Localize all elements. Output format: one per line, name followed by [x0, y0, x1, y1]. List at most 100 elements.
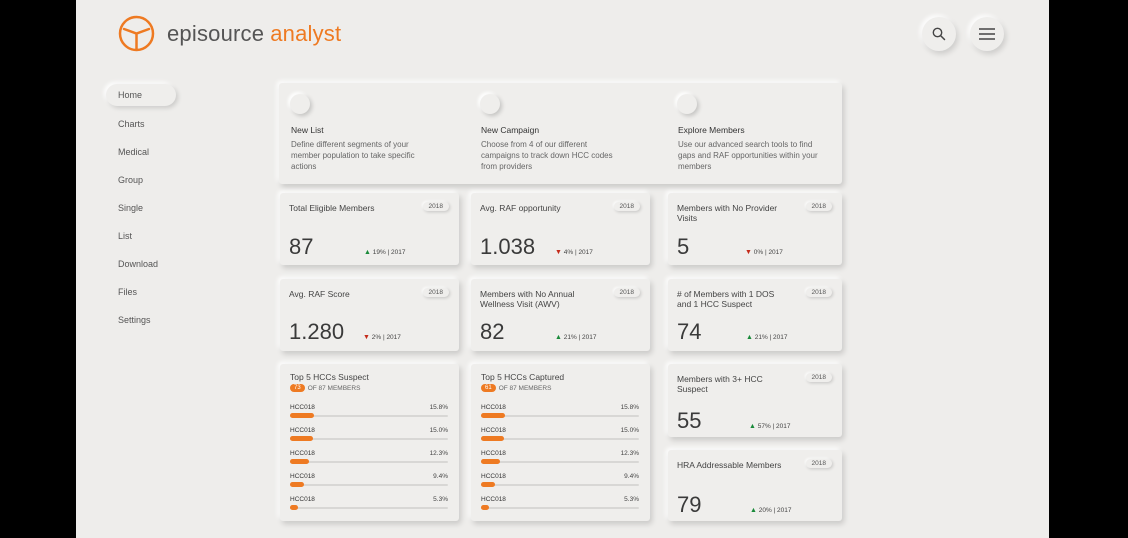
- stat-trend: ▲ 21% | 2017: [746, 334, 788, 341]
- progress-track: [481, 415, 639, 417]
- year-selector[interactable]: 2018: [805, 288, 832, 297]
- hcc-code: HCC018: [290, 427, 315, 434]
- stat-value: 74: [677, 319, 702, 344]
- progress-track: [290, 415, 448, 417]
- hcc-percent: 15.8%: [620, 404, 639, 411]
- hcc-code: HCC018: [481, 473, 506, 480]
- progress-fill: [481, 436, 504, 441]
- stat-value: 5: [677, 234, 690, 259]
- progress-fill: [290, 505, 299, 510]
- card-subtitle: 73 OF 87 MEMBERS: [290, 384, 360, 392]
- stat-value: 55: [677, 408, 702, 433]
- stat-card-one-dos-one-hcc[interactable]: # of Members with 1 DOS and 1 HCC Suspec…: [668, 279, 842, 351]
- stat-value: 79: [677, 492, 702, 517]
- hcc-code: HCC018: [481, 404, 506, 411]
- sidebar-item-settings[interactable]: Settings: [118, 315, 151, 325]
- progress-track: [481, 507, 639, 509]
- radio-icon[interactable]: [677, 94, 697, 114]
- menu-button[interactable]: [970, 17, 1004, 51]
- stat-trend: ▲ 20% | 2017: [750, 507, 792, 514]
- action-title: New Campaign: [481, 125, 540, 135]
- progress-track: [290, 507, 448, 509]
- count-badge: 61: [481, 384, 496, 392]
- hcc-code: HCC018: [481, 496, 506, 503]
- sidebar-item-home[interactable]: Home: [106, 84, 176, 106]
- stat-card-total-eligible[interactable]: Total Eligible Members 2018 87 ▲ 19% | 2…: [280, 193, 459, 265]
- progress-track: [290, 461, 448, 463]
- stat-value: 87: [289, 234, 314, 259]
- sidebar-item-group[interactable]: Group: [118, 175, 144, 185]
- brand-name-part2: analyst: [270, 20, 342, 46]
- stat-trend: ▼ 2% | 2017: [363, 334, 401, 341]
- hamburger-menu-icon: [979, 28, 995, 40]
- progress-fill: [290, 413, 315, 418]
- card-subtitle: 61 OF 87 MEMBERS: [481, 384, 551, 392]
- search-button[interactable]: [922, 17, 956, 51]
- hcc-suspect-card[interactable]: Top 5 HCCs Suspect 73 OF 87 MEMBERS HCC0…: [280, 364, 459, 521]
- card-title: Top 5 HCCs Suspect: [290, 372, 369, 382]
- sidebar-item-download[interactable]: Download: [118, 259, 159, 269]
- hcc-percent: 12.3%: [620, 450, 639, 457]
- year-selector[interactable]: 2018: [805, 202, 832, 211]
- sidebar-item-charts[interactable]: Charts: [118, 119, 145, 129]
- sidebar-item-files[interactable]: Files: [118, 287, 138, 297]
- trend-text: 57% | 2017: [757, 423, 791, 430]
- stat-card-three-plus-hcc[interactable]: Members with 3+ HCC Suspect 2018 55 ▲ 57…: [668, 364, 842, 437]
- trend-down-icon: ▼: [745, 249, 752, 256]
- card-title: Top 5 HCCs Captured: [481, 372, 565, 382]
- year-selector[interactable]: 2018: [613, 202, 640, 211]
- action-description: Use our advanced search tools to find ga…: [678, 140, 818, 171]
- year-selector[interactable]: 2018: [422, 202, 449, 211]
- trend-up-icon: ▲: [746, 334, 753, 341]
- year-selector[interactable]: 2018: [805, 459, 832, 468]
- stat-card-no-awv[interactable]: Members with No Annual Wellness Visit (A…: [471, 279, 650, 351]
- hcc-code: HCC018: [481, 427, 506, 434]
- stat-label: Avg. RAF opportunity: [480, 203, 561, 213]
- trend-up-icon: ▲: [555, 334, 562, 341]
- hcc-code: HCC018: [290, 473, 315, 480]
- brand-logo[interactable]: episource analyst: [118, 15, 341, 52]
- progress-track: [290, 438, 448, 440]
- hcc-percent: 5.3%: [433, 496, 448, 503]
- count-badge: 73: [290, 384, 305, 392]
- hcc-percent: 15.0%: [429, 427, 448, 434]
- radio-icon[interactable]: [290, 94, 310, 114]
- episource-logo-icon: [118, 15, 155, 52]
- sidebar-nav: Home Charts Medical Group Single List Do…: [106, 84, 178, 336]
- progress-fill: [290, 436, 313, 441]
- year-selector[interactable]: 2018: [805, 373, 832, 382]
- progress-fill: [481, 505, 490, 510]
- stat-card-hra-addressable[interactable]: HRA Addressable Members 2018 79 ▲ 20% | …: [668, 450, 842, 521]
- hcc-captured-card[interactable]: Top 5 HCCs Captured 61 OF 87 MEMBERS HCC…: [471, 364, 650, 521]
- stat-trend: ▲ 21% | 2017: [555, 334, 597, 341]
- stat-card-avg-raf-score[interactable]: Avg. RAF Score 2018 1.280 ▼ 2% | 2017: [280, 279, 459, 351]
- year-selector[interactable]: 2018: [422, 288, 449, 297]
- progress-track: [481, 461, 639, 463]
- action-description: Define different segments of your member…: [291, 140, 415, 171]
- hcc-code: HCC018: [290, 496, 315, 503]
- hcc-percent: 5.3%: [624, 496, 639, 503]
- stat-trend: ▼ 4% | 2017: [555, 249, 593, 256]
- stat-card-avg-raf-opportunity[interactable]: Avg. RAF opportunity 2018 1.038 ▼ 4% | 2…: [471, 193, 650, 265]
- progress-track: [481, 438, 639, 440]
- subtitle-text: OF 87 MEMBERS: [498, 384, 552, 392]
- sidebar-item-single[interactable]: Single: [118, 203, 144, 213]
- stat-label: Members with No Annual Wellness Visit (A…: [480, 289, 575, 309]
- hcc-code: HCC018: [481, 450, 506, 457]
- progress-fill: [290, 459, 309, 464]
- trend-text: 20% | 2017: [758, 507, 792, 514]
- quick-actions-card: New List Define different segments of yo…: [279, 83, 842, 184]
- trend-down-icon: ▼: [363, 334, 370, 341]
- radio-icon[interactable]: [480, 94, 500, 114]
- stat-value: 1.280: [289, 319, 345, 344]
- sidebar-item-medical[interactable]: Medical: [118, 147, 150, 157]
- stat-label: Avg. RAF Score: [289, 289, 350, 299]
- year-selector[interactable]: 2018: [613, 288, 640, 297]
- hcc-percent: 12.3%: [429, 450, 448, 457]
- stat-card-no-provider-visits[interactable]: Members with No Provider Visits 2018 5 ▼…: [668, 193, 842, 265]
- action-description: Choose from 4 of our different campaigns…: [481, 140, 613, 171]
- progress-fill: [481, 413, 506, 418]
- sidebar-item-list[interactable]: List: [118, 231, 133, 241]
- brand-name-part1: episource: [167, 20, 265, 46]
- progress-fill: [481, 459, 500, 464]
